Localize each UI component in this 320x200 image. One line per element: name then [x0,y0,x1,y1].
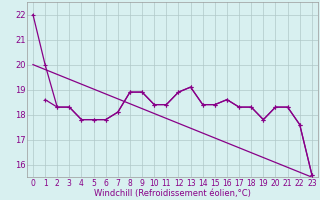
X-axis label: Windchill (Refroidissement éolien,°C): Windchill (Refroidissement éolien,°C) [94,189,251,198]
